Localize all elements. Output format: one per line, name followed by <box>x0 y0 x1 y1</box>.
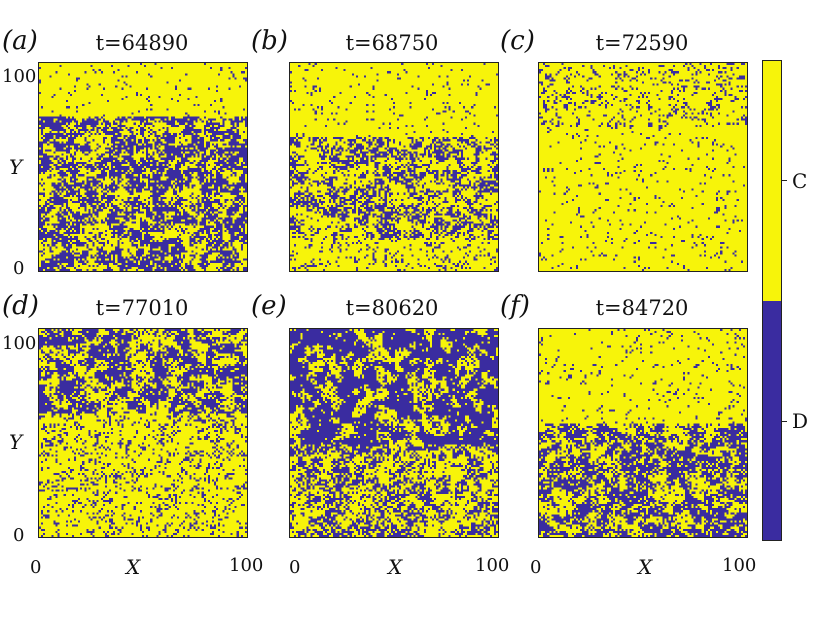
panel-label-d: (d) <box>2 291 39 321</box>
x-tick-end-col1: 100 <box>229 555 264 576</box>
x-tick-start-col3: 0 <box>530 557 542 578</box>
x-tick-end-col3: 100 <box>722 555 757 576</box>
heatmap-panel-e <box>289 328 499 538</box>
x-tick-start-col2: 0 <box>289 557 301 578</box>
panel-title-f: t=84720 <box>595 296 689 320</box>
y-axis-label-row1: Y <box>9 155 23 179</box>
panel-title-c: t=72590 <box>595 31 689 55</box>
panel-title-e: t=80620 <box>345 296 439 320</box>
heatmap-panel-f <box>538 328 748 538</box>
heatmap-panel-d <box>38 328 248 538</box>
colorbar-label-c: C <box>792 169 808 193</box>
colorbar-c-segment <box>763 61 781 301</box>
heatmap-canvas-a <box>39 63 247 271</box>
y-axis-label-row2: Y <box>9 430 23 454</box>
panel-label-a: (a) <box>2 26 38 56</box>
heatmap-panel-a <box>38 62 248 272</box>
colorbar-d-segment <box>763 300 781 540</box>
panel-label-f: (f) <box>500 291 530 321</box>
colorbar <box>762 60 782 541</box>
colorbar-tick-d <box>782 421 787 422</box>
x-axis-label-col3: X <box>638 555 653 579</box>
panel-title-a: t=64890 <box>95 31 189 55</box>
heatmap-canvas-d <box>39 329 247 537</box>
x-tick-end-col2: 100 <box>475 555 510 576</box>
colorbar-label-d: D <box>792 409 809 433</box>
heatmap-canvas-f <box>539 329 747 537</box>
x-tick-start-col1: 0 <box>30 557 42 578</box>
y-tick-top-row1: 100 <box>2 66 37 87</box>
panel-label-e: (e) <box>251 291 287 321</box>
panel-label-b: (b) <box>251 26 288 56</box>
colorbar-tick-c <box>782 180 787 181</box>
heatmap-canvas-b <box>290 63 498 271</box>
panel-title-d: t=77010 <box>95 296 189 320</box>
heatmap-canvas-e <box>290 329 498 537</box>
x-axis-label-col1: X <box>126 555 141 579</box>
panel-title-b: t=68750 <box>345 31 439 55</box>
heatmap-panel-b <box>289 62 499 272</box>
heatmap-panel-c <box>538 62 748 272</box>
panel-label-c: (c) <box>500 26 535 56</box>
heatmap-canvas-c <box>539 63 747 271</box>
x-axis-label-col2: X <box>388 555 403 579</box>
y-tick-bottom-row2: 0 <box>13 525 25 546</box>
y-tick-bottom-row1: 0 <box>13 258 25 279</box>
y-tick-top-row2: 100 <box>2 333 37 354</box>
